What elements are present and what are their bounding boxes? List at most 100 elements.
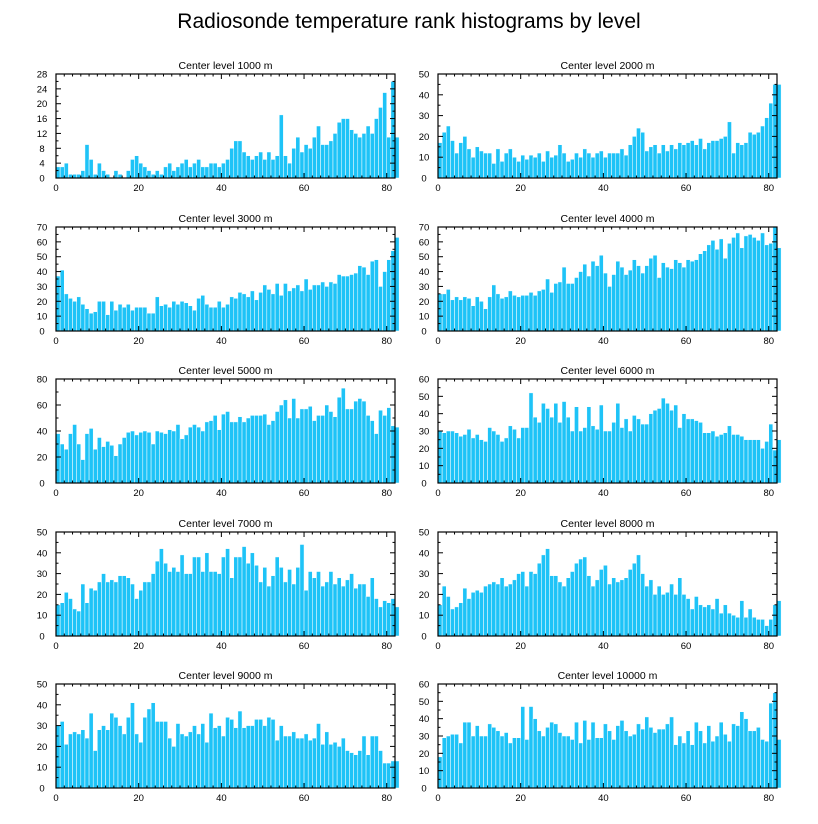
bar	[208, 306, 214, 332]
bar	[97, 162, 102, 179]
bar	[97, 729, 102, 789]
bar	[441, 131, 447, 179]
bar	[150, 702, 156, 789]
bar	[121, 306, 127, 332]
x-tick-label: 20	[133, 336, 144, 347]
bar	[570, 571, 575, 637]
bar	[88, 712, 94, 789]
bar	[92, 311, 98, 332]
bar	[549, 416, 554, 484]
bar	[532, 573, 538, 637]
bar	[495, 730, 501, 789]
x-tick-label: 40	[598, 336, 609, 347]
bar	[64, 744, 69, 789]
bar	[188, 573, 193, 637]
bar	[524, 427, 530, 484]
bar	[561, 152, 567, 179]
bar	[179, 438, 185, 484]
y-tick-label: 30	[37, 721, 48, 732]
bar	[772, 84, 778, 179]
bar	[760, 125, 765, 179]
bar	[760, 619, 765, 637]
bar	[374, 118, 379, 179]
bar	[237, 416, 243, 484]
bar	[394, 237, 400, 332]
bar	[574, 721, 579, 789]
bar	[603, 723, 608, 789]
panel-4: Center level 4000 m 0 20 40 60 80 0 10 20 30 40 50 6…	[419, 213, 782, 347]
bar	[545, 150, 550, 179]
bar	[727, 121, 732, 179]
bar	[652, 144, 658, 179]
bar	[462, 434, 468, 484]
bar	[739, 247, 745, 332]
bar	[594, 152, 600, 179]
bar	[134, 434, 139, 484]
bar	[681, 413, 687, 484]
bar	[237, 292, 243, 332]
x-tick-label: 60	[681, 641, 692, 652]
bar	[386, 602, 392, 637]
bar	[751, 134, 757, 179]
bar	[508, 583, 513, 637]
x-tick-label: 40	[216, 183, 227, 194]
bar	[474, 589, 480, 637]
bar	[312, 284, 317, 332]
bar	[644, 423, 650, 484]
bar	[532, 718, 538, 789]
bar	[474, 146, 480, 179]
bar	[776, 247, 782, 332]
bar	[656, 585, 662, 637]
bar	[479, 150, 484, 179]
bar	[121, 437, 127, 484]
bar	[101, 573, 106, 637]
bar	[349, 573, 354, 637]
bar	[365, 274, 371, 332]
bar	[470, 735, 476, 789]
bar	[163, 721, 168, 789]
bar	[262, 159, 268, 179]
bar	[685, 730, 691, 789]
y-tick-label: 30	[419, 732, 430, 743]
bar	[233, 727, 239, 789]
bar	[378, 750, 383, 789]
bar	[487, 583, 492, 637]
bar	[336, 122, 342, 179]
bar	[316, 125, 321, 179]
bar	[316, 415, 321, 484]
bar	[669, 409, 674, 484]
bar	[574, 152, 579, 179]
x-tick-label: 0	[435, 488, 440, 499]
bar	[632, 259, 637, 332]
bar	[299, 544, 305, 637]
bar	[619, 266, 625, 332]
y-tick-label: 0	[421, 174, 426, 185]
bar	[665, 592, 670, 637]
bar	[541, 289, 546, 332]
x-tick-label: 60	[299, 793, 310, 804]
bar	[328, 281, 334, 332]
bar	[735, 232, 741, 332]
bar	[167, 429, 172, 484]
bar	[287, 735, 292, 789]
bar	[386, 259, 392, 332]
bar	[673, 259, 679, 332]
bar	[105, 729, 110, 789]
bar	[270, 575, 276, 637]
bar	[154, 170, 160, 179]
bar	[458, 742, 464, 789]
bar	[97, 581, 102, 637]
y-tick-label: 40	[37, 548, 48, 559]
bar	[706, 432, 712, 484]
bar	[756, 439, 761, 484]
bar	[470, 156, 476, 179]
bar	[669, 144, 674, 179]
bar	[295, 284, 301, 332]
x-tick-label: 20	[515, 793, 526, 804]
bar	[159, 548, 164, 637]
bar	[735, 434, 741, 484]
bar	[570, 430, 575, 484]
bar	[146, 432, 152, 484]
bar	[237, 710, 243, 789]
bar	[586, 739, 592, 789]
